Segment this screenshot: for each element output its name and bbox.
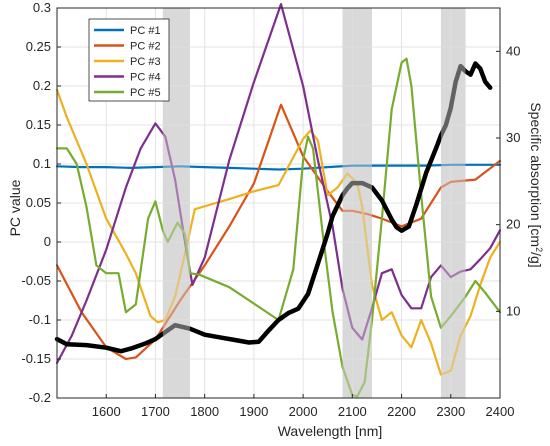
legend: PC #1 PC #2 PC #3 PC #4 PC #5	[88, 18, 170, 102]
x-tick-label: 1700	[141, 404, 170, 419]
y2-tick-label: 40	[506, 43, 520, 58]
y2-tick-label: 20	[506, 217, 520, 232]
series-line-pc-1	[55, 163, 502, 171]
x-tick-label: 1600	[92, 404, 121, 419]
y-axis-ticks: -0.2 -0.15 -0.1 -0.05 0 0.05 0.1 0.15 0.2 0.25 0.3	[21, 0, 61, 405]
y-axis-label: PC value	[7, 179, 23, 236]
y2-tick-label: 10	[506, 303, 520, 318]
x-axis-label: Wavelength [nm]	[278, 423, 383, 439]
shaded-band-overlay	[342, 8, 373, 398]
x-tick-label: 2400	[486, 404, 515, 419]
x-tick-label: 2300	[436, 404, 465, 419]
y-tick-label: 0	[44, 234, 51, 249]
x-axis-ticks: 1600 1700 1800 1900 2000 2100 2200 2300 2400	[92, 394, 515, 419]
y-tick-label: -0.2	[29, 390, 51, 405]
series-line-pc-4	[55, 2, 502, 364]
shaded-band-overlay	[440, 8, 466, 398]
x-tick-label: 2100	[338, 404, 367, 419]
x-tick-label: 1900	[239, 404, 268, 419]
y2-axis-ticks: 10 20 30 40	[496, 43, 520, 318]
y-tick-label: -0.1	[29, 312, 51, 327]
y-tick-label: 0.3	[33, 0, 51, 15]
legend-label: PC #2	[130, 41, 161, 53]
y2-axis-label: Specific absorption [cm2/g]	[528, 102, 544, 267]
y-tick-label: 0.25	[26, 39, 51, 54]
y2-axis-label-main: Specific absorption [cm	[528, 102, 544, 247]
series-line-specific-absorption	[54, 61, 493, 354]
x-tick-label: 2200	[387, 404, 416, 419]
y-tick-label: 0.05	[26, 195, 51, 210]
legend-label: PC #1	[130, 25, 161, 37]
y-tick-label: 0.1	[33, 156, 51, 171]
y2-tick-label: 30	[506, 130, 520, 145]
y-tick-label: 0.2	[33, 78, 51, 93]
x-tick-label: 2000	[289, 404, 318, 419]
y2-axis-label-sup: 2	[534, 247, 544, 252]
legend-label: PC #5	[130, 87, 161, 99]
y-tick-label: 0.15	[26, 117, 51, 132]
series-line-pc-3	[55, 88, 502, 376]
x-tick-label: 1800	[190, 404, 219, 419]
y-tick-label: -0.05	[21, 273, 51, 288]
y-tick-label: -0.15	[21, 351, 51, 366]
legend-label: PC #3	[130, 56, 161, 68]
legend-label: PC #4	[130, 72, 161, 84]
y2-axis-label-end: /g]	[528, 252, 544, 268]
series-lines	[54, 2, 502, 398]
